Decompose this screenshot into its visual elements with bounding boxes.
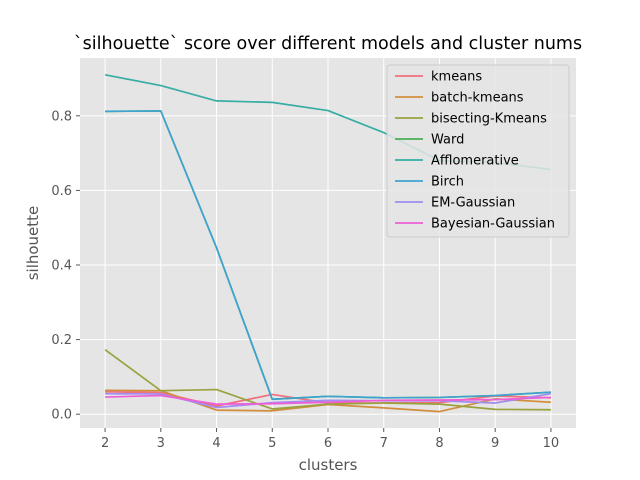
legend-label: batch-kmeans — [431, 91, 524, 106]
y-tick-label: 0.2 — [51, 333, 72, 348]
legend-label: Afflomerative — [431, 154, 519, 169]
legend-label: Ward — [431, 133, 464, 148]
legend-box — [386, 64, 570, 238]
y-tick-label: 0.8 — [51, 109, 72, 124]
legend: kmeans batch-kmeans bisecting-Kmeans Ward Af… — [386, 64, 570, 238]
legend-label: bisecting-Kmeans — [431, 112, 547, 127]
legend-label: Birch — [431, 175, 464, 190]
series-line-bisecting-kmeans — [104, 348, 551, 411]
x-tick-label: 2 — [101, 436, 109, 451]
y-axis-ticks: 0.0 0.2 0.4 0.6 0.8 — [51, 109, 80, 423]
legend-label: kmeans — [431, 70, 482, 85]
series-line-bayesian-gaussian — [105, 394, 551, 405]
x-tick-label: 4 — [212, 436, 220, 451]
legend-label: EM-Gaussian — [431, 196, 515, 211]
x-tick-label: 10 — [543, 436, 560, 451]
y-tick-label: 0.6 — [51, 184, 72, 199]
grid-lines — [80, 58, 576, 428]
x-tick-label: 3 — [157, 436, 165, 451]
y-tick-label: 0.0 — [51, 408, 72, 423]
chart-title: `silhouette` score over different models… — [74, 34, 582, 54]
legend-label: Bayesian-Gaussian — [431, 217, 555, 232]
y-axis-label: silhouette — [24, 206, 42, 281]
x-tick-label: 8 — [435, 436, 443, 451]
series-line-birch — [105, 110, 551, 401]
x-tick-label: 7 — [380, 436, 388, 451]
x-axis-label: clusters — [299, 456, 358, 474]
x-axis-ticks: 2 3 4 5 6 7 8 9 10 — [101, 428, 559, 451]
x-tick-label: 6 — [324, 436, 332, 451]
x-tick-label: 5 — [268, 436, 276, 451]
x-tick-label: 9 — [491, 436, 499, 451]
y-tick-label: 0.4 — [51, 259, 72, 274]
